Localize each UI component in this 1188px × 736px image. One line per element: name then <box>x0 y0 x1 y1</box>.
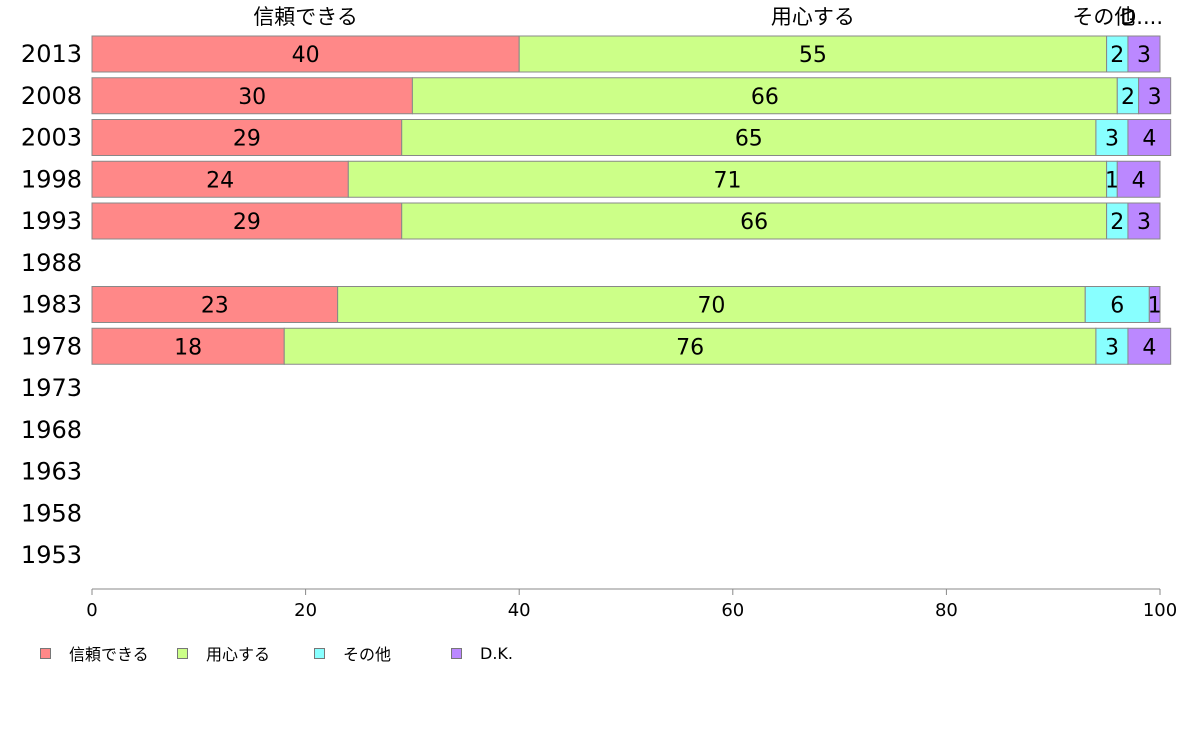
data-label: 3 <box>1105 127 1119 152</box>
data-label: 66 <box>751 85 779 110</box>
legend-swatch <box>177 647 188 659</box>
header-label: その他 <box>1072 5 1135 29</box>
year-label: 1993 <box>21 207 82 235</box>
year-label: 1968 <box>21 416 82 444</box>
data-label: 2 <box>1121 85 1135 110</box>
header-label: D.... <box>1120 5 1163 29</box>
data-label: 6 <box>1110 294 1124 319</box>
data-label: 3 <box>1148 85 1162 110</box>
bar-segment <box>1127 327 1172 365</box>
x-tick-label: 60 <box>721 600 744 621</box>
year-label: 1953 <box>21 541 82 569</box>
legend-item-series-3: その他 <box>314 641 451 665</box>
year-label: 2003 <box>21 124 82 152</box>
legend-swatch <box>40 647 51 659</box>
bar-segment <box>1116 160 1161 198</box>
data-label: 66 <box>740 210 768 235</box>
bar-segment <box>1138 77 1172 115</box>
data-label: 18 <box>174 335 202 360</box>
legend-label: その他 <box>343 645 392 664</box>
data-label: 4 <box>1142 127 1156 152</box>
bar-segment <box>518 35 1108 73</box>
bar-segment <box>1127 35 1161 73</box>
bar-segment <box>337 286 1086 323</box>
data-label: 65 <box>735 127 763 152</box>
bar-segment <box>91 77 413 115</box>
bar-segment <box>1127 119 1172 156</box>
legend-label: 用心する <box>206 645 271 664</box>
data-label: 1 <box>1148 294 1162 319</box>
legend-label: 信頼できる <box>69 645 149 664</box>
header-label: 信頼できる <box>253 5 358 29</box>
data-label: 3 <box>1137 43 1151 68</box>
data-label: 24 <box>206 168 234 193</box>
legend-item-series-4: D.K. <box>451 644 513 663</box>
x-tick-label: 80 <box>935 600 958 621</box>
year-label: 1958 <box>21 499 82 527</box>
data-label: 3 <box>1137 210 1151 235</box>
data-label: 23 <box>201 294 229 319</box>
legend-item-series-1: 信頼できる <box>40 641 177 665</box>
bar-segment <box>401 202 1108 240</box>
x-tick-label: 20 <box>294 600 317 621</box>
data-label: 40 <box>292 43 320 68</box>
year-label: 2013 <box>21 40 82 68</box>
data-label: 71 <box>713 168 741 193</box>
bars: 40 55 2 330 66 2 329 65 3 424 71 1 429 66 2 323 70 6 118 76… <box>91 35 1172 365</box>
year-label: 1963 <box>21 458 82 486</box>
x-axis: 0 20 40 60 80 100 <box>86 588 1177 621</box>
data-label: 1 <box>1105 168 1119 193</box>
bar-segment <box>1148 286 1161 323</box>
bar-segment <box>91 35 520 73</box>
legend-swatch <box>451 647 462 659</box>
bar-segment <box>283 327 1097 365</box>
data-label: 29 <box>233 127 261 152</box>
bar-segment <box>91 286 339 323</box>
legend-label: D.K. <box>480 643 513 663</box>
data-label: 3 <box>1105 335 1119 360</box>
legend-swatch <box>314 647 325 659</box>
year-label: 1998 <box>21 165 82 193</box>
series-header-labels: 信頼できる 用心する その他D.... <box>253 5 1163 29</box>
bar-segment <box>411 77 1118 115</box>
x-tick-label: 0 <box>86 600 97 621</box>
data-label: 70 <box>697 294 725 319</box>
year-label: 1973 <box>21 374 82 402</box>
data-label: 2 <box>1110 210 1124 235</box>
x-tick-label: 40 <box>508 600 531 621</box>
header-label: 用心する <box>771 5 855 29</box>
data-label: 55 <box>799 43 827 68</box>
year-label: 1983 <box>21 291 82 319</box>
data-label: 76 <box>676 335 704 360</box>
bar-segment <box>91 119 403 156</box>
bar-segment <box>91 160 349 198</box>
data-label: 29 <box>233 210 261 235</box>
year-label: 1978 <box>21 332 82 360</box>
year-labels: 2013 2008 2003 1998 1993 1988 1983 1978 1973 1968… <box>21 40 82 569</box>
legend-item-series-2: 用心する <box>177 641 314 665</box>
bar-segment <box>401 119 1097 156</box>
x-tick-label: 100 <box>1143 600 1177 621</box>
year-label: 1988 <box>21 249 82 277</box>
bar-segment <box>1095 327 1129 365</box>
year-label: 2008 <box>21 82 82 110</box>
bar-segment <box>1095 119 1129 156</box>
bar-segment <box>1127 202 1161 240</box>
data-label: 30 <box>238 85 266 110</box>
data-label: 4 <box>1142 335 1156 360</box>
legend: 信頼できる 用心する その他 D.K. <box>40 641 513 665</box>
data-label: 2 <box>1110 43 1124 68</box>
bar-segment <box>1084 286 1150 323</box>
bar-segment <box>91 202 403 240</box>
data-label: 4 <box>1132 168 1146 193</box>
